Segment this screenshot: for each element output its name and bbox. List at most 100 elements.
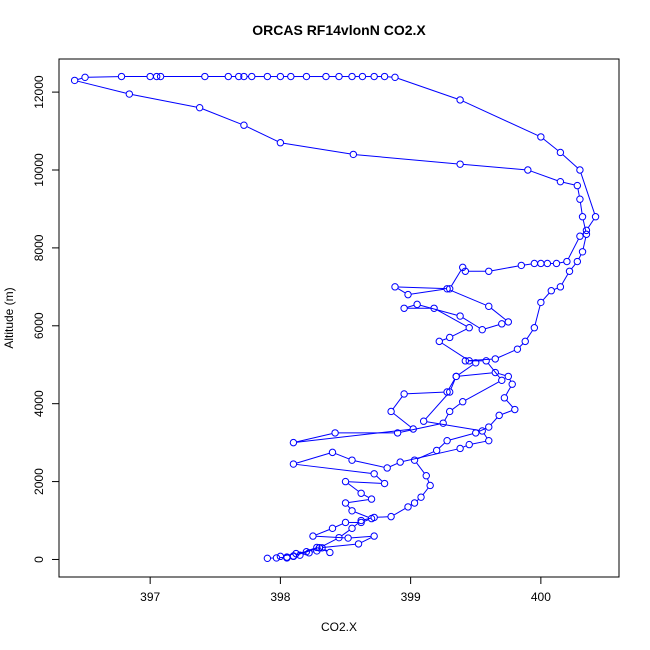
series-line-segment (436, 309, 467, 327)
x-tick-label: 398 (270, 590, 290, 604)
data-point (413, 300, 421, 309)
series-line-segment (451, 403, 461, 410)
data-point (445, 407, 454, 416)
series-line-segment (483, 433, 488, 439)
data-point (276, 72, 285, 81)
data-point (341, 518, 350, 527)
series-line-segment (444, 414, 449, 421)
data-point (328, 524, 337, 533)
y-axis: 0 2000 4000 6000 8000 10000 12000 (32, 75, 59, 563)
series-line-segment (450, 433, 473, 441)
series-line-segment (578, 254, 582, 259)
data-point (443, 388, 451, 396)
series-line-segment (398, 286, 447, 290)
series-line-segment (354, 511, 369, 518)
data-point (224, 72, 233, 81)
data-point (240, 121, 248, 129)
series-line-segment (283, 142, 351, 155)
series-line-segment (452, 328, 467, 337)
data-point (472, 359, 480, 367)
series-line-segment (393, 413, 412, 428)
data-point (465, 324, 473, 332)
series-line-segment (498, 372, 506, 376)
data-point (263, 72, 272, 81)
series-line-segment (462, 445, 467, 448)
data-point (387, 407, 395, 416)
series-line-segment (348, 481, 382, 484)
data-point (354, 540, 363, 548)
series-line-segment (442, 338, 447, 341)
data-point (478, 427, 486, 435)
data-point (498, 320, 506, 328)
series-line-segment (485, 324, 499, 330)
series-line-segment (571, 263, 576, 270)
data-point (357, 489, 365, 497)
series-line-segment (526, 330, 533, 339)
data-point (465, 440, 473, 449)
series-line-segment (524, 263, 532, 266)
data-point (452, 372, 460, 381)
series-line-segment (319, 548, 328, 552)
y-tick-label: 2000 (32, 468, 46, 495)
data-point (591, 213, 600, 221)
series-line-segment (397, 77, 458, 100)
data-point (370, 72, 378, 81)
series-line-segment (341, 529, 350, 537)
series-line-segment (416, 462, 425, 474)
series-line-segment (577, 188, 580, 197)
data-point (391, 73, 399, 82)
series-line-segment (296, 463, 372, 474)
series-line-segment (335, 453, 350, 460)
data-point (578, 248, 587, 256)
series-line-segment (450, 269, 462, 287)
series-line-segment (543, 138, 559, 151)
data-point (552, 259, 561, 268)
data-point (524, 166, 532, 174)
series-line-segment (411, 288, 445, 295)
data-point (504, 372, 513, 381)
data-point (289, 460, 298, 468)
data-point (328, 448, 337, 457)
data-point (485, 423, 493, 431)
data-point (404, 290, 412, 299)
series-line-segment (530, 170, 558, 182)
data-point (498, 376, 506, 385)
series-line-segment (351, 535, 372, 539)
data-point (517, 261, 526, 270)
data-point (302, 547, 311, 556)
series-line-segment (448, 378, 456, 390)
series-line-segment (88, 76, 119, 78)
data-point (380, 72, 389, 81)
data-point (358, 72, 367, 81)
data-point (495, 411, 503, 420)
data-point (326, 548, 334, 557)
data-point (348, 507, 356, 515)
data-point (348, 524, 356, 533)
data-point (380, 479, 389, 488)
data-point (335, 533, 343, 542)
data-point (435, 337, 443, 346)
data-point (422, 472, 430, 480)
series-line-segment (582, 237, 587, 249)
series-line-segment (364, 517, 372, 521)
data-point (491, 355, 499, 363)
series-line-segment (458, 364, 474, 375)
series-line-segment (561, 273, 569, 285)
series-line-segment (505, 386, 512, 396)
series-line-segment (400, 423, 441, 433)
series-line-segment (316, 535, 345, 539)
x-tick-label: 397 (140, 590, 160, 604)
data-point (404, 503, 412, 511)
series-line-segment (502, 410, 512, 415)
series-line-segment (459, 372, 493, 377)
series-line-segment (582, 219, 587, 232)
data-point (367, 495, 376, 503)
y-tick-label: 6000 (32, 312, 46, 339)
data-point (576, 166, 584, 174)
y-tick-label: 0 (32, 556, 46, 563)
series-line-segment (296, 428, 411, 443)
data-point (357, 516, 365, 525)
series-line-segment (542, 292, 550, 301)
data-point (367, 514, 376, 523)
